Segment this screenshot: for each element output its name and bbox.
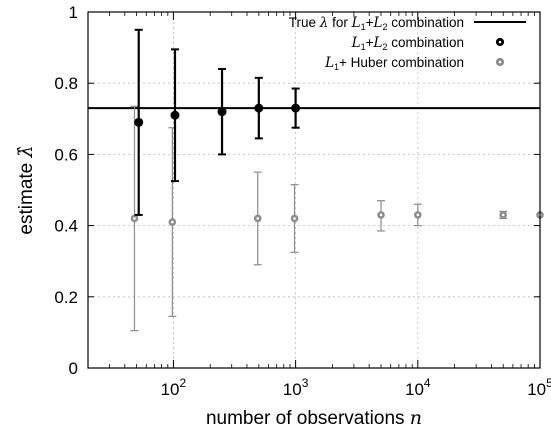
legend-1-math: L xyxy=(351,35,361,51)
l1-l2-point xyxy=(291,103,301,113)
legend-0-plus: + xyxy=(366,15,374,30)
l1-l2-point xyxy=(217,107,227,117)
y-tick-label: 0.6 xyxy=(54,145,78,164)
legend-1-tail: combination xyxy=(387,35,464,50)
l1-huber-point-center xyxy=(416,213,420,217)
legend-1-plus: + xyxy=(366,35,374,50)
series-layer xyxy=(130,28,544,332)
ticks: 0 0.2 0.4 0.6 0.8 1 102 103 104 105 xyxy=(54,3,551,399)
y-tick-label: 0 xyxy=(69,359,78,378)
x-axis-label: number of observations n xyxy=(206,407,422,429)
legend-0-sub3: 2 xyxy=(382,22,387,32)
l1-huber-point-center xyxy=(379,213,383,217)
y-tick-label: 0.8 xyxy=(54,74,78,93)
legend-2-tail: + Huber combination xyxy=(339,55,464,70)
y-tick-label: 0.2 xyxy=(54,288,78,307)
x-axis-label-var: n xyxy=(410,407,422,429)
legend: True λ for L1+L2 combination L1+L2 combi… xyxy=(289,15,526,72)
l1-huber-point-center xyxy=(501,213,505,217)
legend-2-sub: 1 xyxy=(334,62,339,72)
legend-1-sub: 1 xyxy=(361,42,366,52)
legend-0-sub2: 1 xyxy=(361,22,366,32)
legend-entry-l1-huber: L1+ Huber combination xyxy=(324,55,464,72)
l1-huber-point-center xyxy=(171,220,174,224)
l1-l2-point xyxy=(254,103,264,113)
l1-l2-point xyxy=(170,110,180,120)
legend-entry-true-lambda: True λ for L1+L2 combination xyxy=(289,15,464,32)
legend-swatch-l1-huber-center xyxy=(498,60,502,64)
l1-l2-point xyxy=(134,117,144,127)
legend-0-post: for xyxy=(328,15,351,30)
legend-0-math2: L xyxy=(351,15,361,31)
x-tick-label: 102 xyxy=(161,376,187,399)
l1-huber-point-center xyxy=(293,217,296,220)
l1-huber-point-center xyxy=(256,217,260,220)
y-tick-label: 1 xyxy=(69,3,78,22)
plot-frame xyxy=(87,11,541,369)
x-axis-label-text: number of observations xyxy=(206,408,405,429)
y-axis-label-var: λ̂ xyxy=(15,145,37,158)
l1-huber-point-center xyxy=(133,217,136,220)
legend-0-math: λ xyxy=(319,15,329,31)
x-tick-label: 103 xyxy=(283,376,309,399)
y-tick-label: 0.4 xyxy=(54,217,78,236)
legend-entry-l1-l2: L1+L2 combination xyxy=(351,35,464,52)
legend-1-sub2: 2 xyxy=(382,42,387,52)
y-axis-label: estimate λ̂ xyxy=(15,145,37,234)
x-tick-label: 105 xyxy=(527,376,551,399)
x-tick-label: 104 xyxy=(405,376,431,399)
legend-0-tail: combination xyxy=(387,15,464,30)
y-axis-label-text: estimate xyxy=(16,163,37,235)
legend-0-math3: L xyxy=(372,15,382,31)
grid xyxy=(88,11,541,369)
legend-2-math: L xyxy=(324,55,334,71)
legend-1-math2: L xyxy=(372,35,382,51)
legend-0-pre: True xyxy=(289,15,320,30)
legend-swatch-l1-l2-center xyxy=(498,40,502,44)
